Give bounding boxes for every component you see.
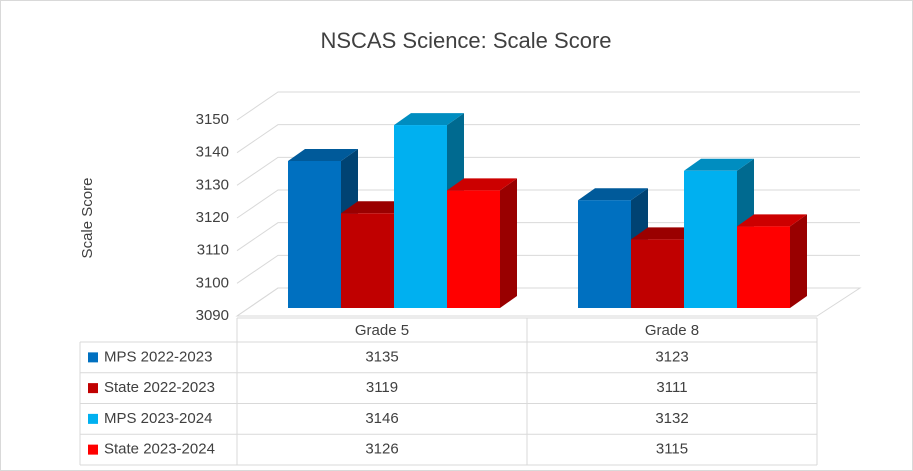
table-value: 3111 — [656, 379, 687, 396]
y-tick-label: 3130 — [196, 176, 229, 193]
bar-side — [500, 178, 517, 308]
bar-top — [684, 158, 754, 171]
grid-line — [236, 189, 860, 219]
bar-front — [737, 226, 790, 308]
table-value: 3146 — [365, 410, 398, 427]
bar-top — [394, 113, 464, 126]
grid-line — [236, 91, 860, 121]
table-value: 3123 — [655, 348, 688, 365]
y-tick-label: 3140 — [196, 144, 229, 161]
x-tick-label: Grade 8 — [645, 322, 699, 339]
bar-top — [447, 178, 517, 191]
table-value: 3126 — [365, 441, 398, 458]
bar-front — [341, 213, 394, 308]
legend-swatch — [88, 444, 98, 455]
bar-front — [288, 161, 341, 308]
y-tick-label: 3120 — [196, 209, 229, 226]
legend-swatch — [88, 413, 98, 424]
bar-front — [578, 200, 631, 308]
bar-side — [790, 214, 807, 308]
bar-front — [447, 190, 500, 308]
bar-top — [737, 214, 807, 227]
y-tick-label: 3100 — [196, 274, 229, 291]
bar-top — [578, 188, 648, 201]
x-tick-label: Grade 5 — [355, 322, 409, 339]
bar-front — [684, 170, 737, 308]
bar-front — [394, 125, 447, 308]
bar-top — [631, 227, 701, 240]
legend-swatch — [88, 383, 98, 394]
legend-swatch — [88, 352, 98, 363]
table-value: 3132 — [655, 410, 688, 427]
y-axis-label: Scale Score — [79, 178, 96, 259]
grid-line — [236, 222, 860, 252]
grid-line — [236, 124, 860, 154]
bar — [447, 178, 517, 308]
chart-title: NSCAS Science: Scale Score — [320, 28, 611, 53]
legend-label: MPS 2023-2024 — [104, 410, 212, 427]
legend-label: MPS 2022-2023 — [104, 348, 212, 365]
table-value: 3119 — [366, 379, 398, 396]
bar-top — [288, 149, 358, 161]
bar-front — [631, 239, 684, 308]
y-tick-label: 3150 — [196, 111, 229, 128]
legend-label: State 2022-2023 — [104, 379, 215, 396]
table-value: 3135 — [365, 348, 398, 365]
bar-top — [341, 201, 411, 214]
legend-label: State 2023-2024 — [104, 441, 215, 458]
y-tick-label: 3090 — [196, 307, 229, 324]
table-value: 3115 — [656, 441, 688, 458]
y-tick-label: 3110 — [197, 242, 229, 259]
bar — [737, 214, 807, 308]
grid-line — [236, 156, 860, 186]
